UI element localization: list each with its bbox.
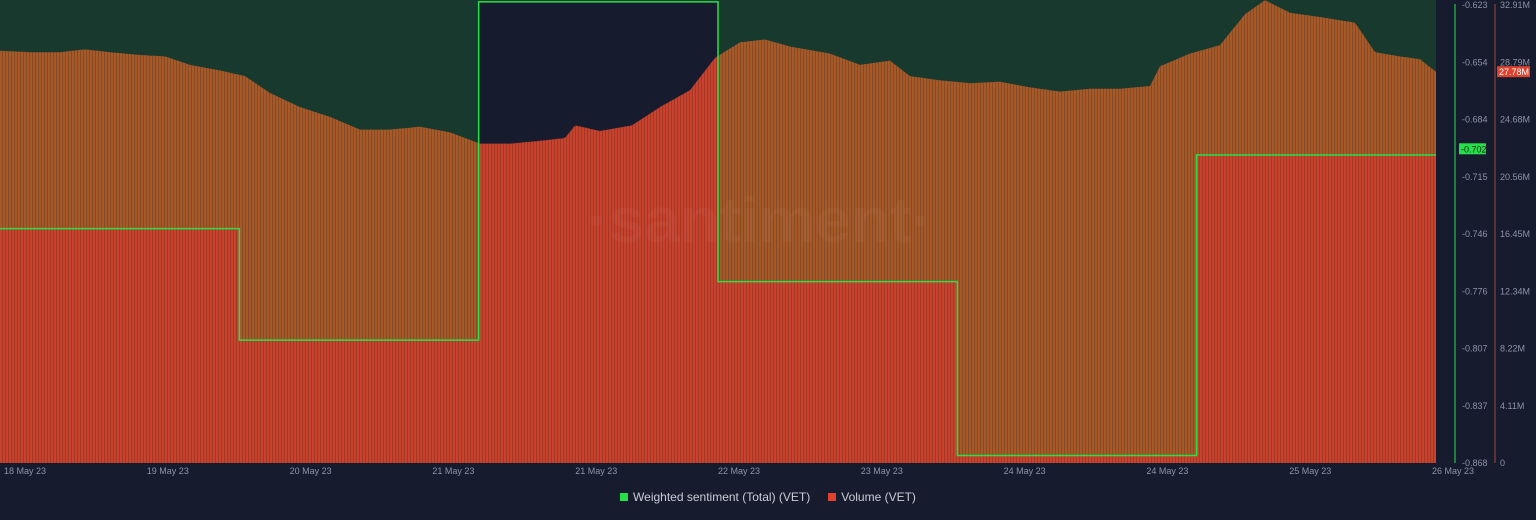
- legend: Weighted sentiment (Total) (VET) Volume …: [0, 490, 1536, 504]
- x-axis-tick: 23 May 23: [861, 466, 903, 476]
- sentiment-line: [0, 1, 1436, 457]
- sentiment-axis-tick: -0.684: [1462, 115, 1488, 125]
- volume-axis-tick: 20.56M: [1500, 172, 1530, 182]
- volume-current-label: 27.78M: [1499, 67, 1529, 77]
- x-axis-tick: 24 May 23: [1004, 466, 1046, 476]
- legend-item-volume[interactable]: Volume (VET): [828, 490, 916, 504]
- sentiment-axis-tick: -0.837: [1462, 401, 1488, 411]
- x-axis-tick: 24 May 23: [1146, 466, 1188, 476]
- legend-label-sentiment: Weighted sentiment (Total) (VET): [633, 490, 811, 504]
- volume-current-badge: [1497, 66, 1530, 78]
- legend-item-sentiment[interactable]: Weighted sentiment (Total) (VET): [620, 490, 810, 504]
- sentiment-current-badge: [1459, 143, 1486, 155]
- legend-swatch-sentiment: [620, 493, 629, 501]
- x-axis-tick: 25 May 23: [1289, 466, 1331, 476]
- x-axis-tick: 21 May 23: [575, 466, 617, 476]
- volume-axis-tick: 32.91M: [1500, 0, 1530, 10]
- sentiment-axis-tick: -0.715: [1462, 172, 1488, 182]
- sentiment-current-label: -0.702: [1461, 144, 1487, 154]
- sentiment-axis-tick: -0.623: [1462, 0, 1488, 10]
- x-axis-tick: 22 May 23: [718, 466, 760, 476]
- volume-axis-tick: 28.79M: [1500, 57, 1530, 67]
- sentiment-axis-tick: -0.654: [1462, 57, 1488, 67]
- sentiment-axis-tick: -0.776: [1462, 286, 1488, 296]
- volume-axis-tick: 24.68M: [1500, 115, 1530, 125]
- x-axis-tick: 26 May 23: [1432, 466, 1474, 476]
- volume-axis-tick: 16.45M: [1500, 229, 1530, 239]
- volume-axis-tick: 4.11M: [1500, 401, 1524, 411]
- x-axis-tick: 19 May 23: [147, 466, 189, 476]
- sentiment-axis-tick: -0.868: [1462, 458, 1488, 468]
- volume-axis-tick: 12.34M: [1500, 286, 1530, 296]
- x-axis-tick: 20 May 23: [290, 466, 332, 476]
- x-axis-tick: 21 May 23: [432, 466, 474, 476]
- volume-axis-tick: 0: [1500, 458, 1505, 468]
- legend-swatch-volume: [828, 493, 837, 501]
- x-axis-tick: 18 May 23: [4, 466, 46, 476]
- watermark: ·santiment·: [588, 184, 933, 256]
- sentiment-axis-tick: -0.807: [1462, 344, 1488, 354]
- volume-axis-tick: 8.22M: [1500, 344, 1525, 354]
- sentiment-axis-tick: -0.746: [1462, 229, 1488, 239]
- legend-label-volume: Volume (VET): [841, 490, 916, 504]
